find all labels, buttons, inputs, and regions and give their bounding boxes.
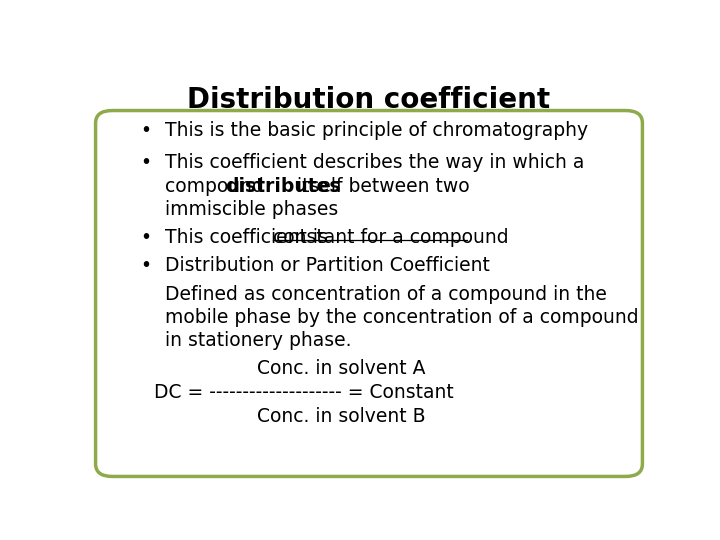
Text: itself between two: itself between two xyxy=(291,177,469,195)
Text: •: • xyxy=(140,121,151,140)
Text: constant for a compound: constant for a compound xyxy=(273,228,508,247)
Text: distributes: distributes xyxy=(225,177,341,195)
Text: This is the basic principle of chromatography: This is the basic principle of chromatog… xyxy=(166,121,588,140)
Text: DC = -------------------- = Constant: DC = -------------------- = Constant xyxy=(154,383,454,402)
Text: Defined as concentration of a compound in the: Defined as concentration of a compound i… xyxy=(166,285,607,303)
Text: immiscible phases: immiscible phases xyxy=(166,200,338,219)
Text: compound: compound xyxy=(166,177,270,195)
Text: •: • xyxy=(140,153,151,172)
Text: mobile phase by the concentration of a compound: mobile phase by the concentration of a c… xyxy=(166,308,639,327)
Text: This coefficient is: This coefficient is xyxy=(166,228,334,247)
Text: Conc. in solvent A: Conc. in solvent A xyxy=(258,359,426,379)
Text: Distribution coefficient: Distribution coefficient xyxy=(187,85,551,113)
Text: This coefficient describes the way in which a: This coefficient describes the way in wh… xyxy=(166,153,585,172)
Text: Conc. in solvent B: Conc. in solvent B xyxy=(258,407,426,426)
Text: Distribution or Partition Coefficient: Distribution or Partition Coefficient xyxy=(166,256,490,275)
Text: in stationery phase.: in stationery phase. xyxy=(166,331,352,350)
Text: •: • xyxy=(140,256,151,275)
Text: •: • xyxy=(140,228,151,247)
FancyBboxPatch shape xyxy=(96,111,642,476)
